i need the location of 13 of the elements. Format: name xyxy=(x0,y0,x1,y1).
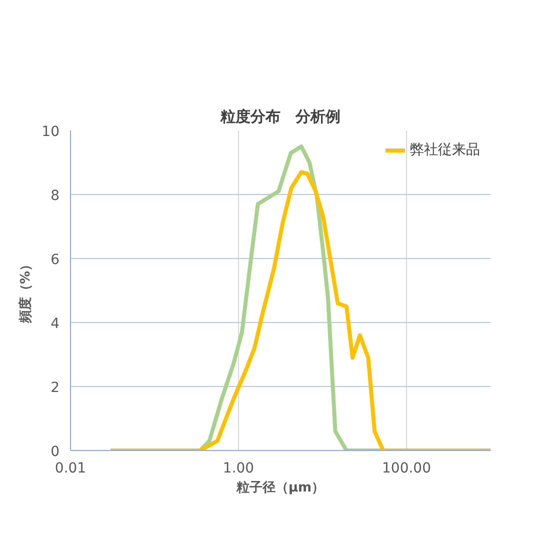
y-tick-label: 6 xyxy=(50,252,60,268)
y-tick-label: 2 xyxy=(50,380,60,396)
y-tick-label: 10 xyxy=(42,124,60,140)
x-axis-title: 粒子径（μm） xyxy=(235,480,325,496)
legend-label: 弊社従来品 xyxy=(410,141,480,159)
x-tick-label: 1.00 xyxy=(222,460,254,476)
chart-title: 粒度分布 分析例 xyxy=(220,108,340,126)
x-tick-label: 100.00 xyxy=(382,460,432,476)
y-tick-label: 8 xyxy=(50,188,60,204)
y-tick-label: 4 xyxy=(50,316,60,332)
x-tick-label: 0.01 xyxy=(54,460,86,476)
y-tick-label: 0 xyxy=(50,444,60,460)
y-axis-title: 頻度（%） xyxy=(18,258,34,324)
